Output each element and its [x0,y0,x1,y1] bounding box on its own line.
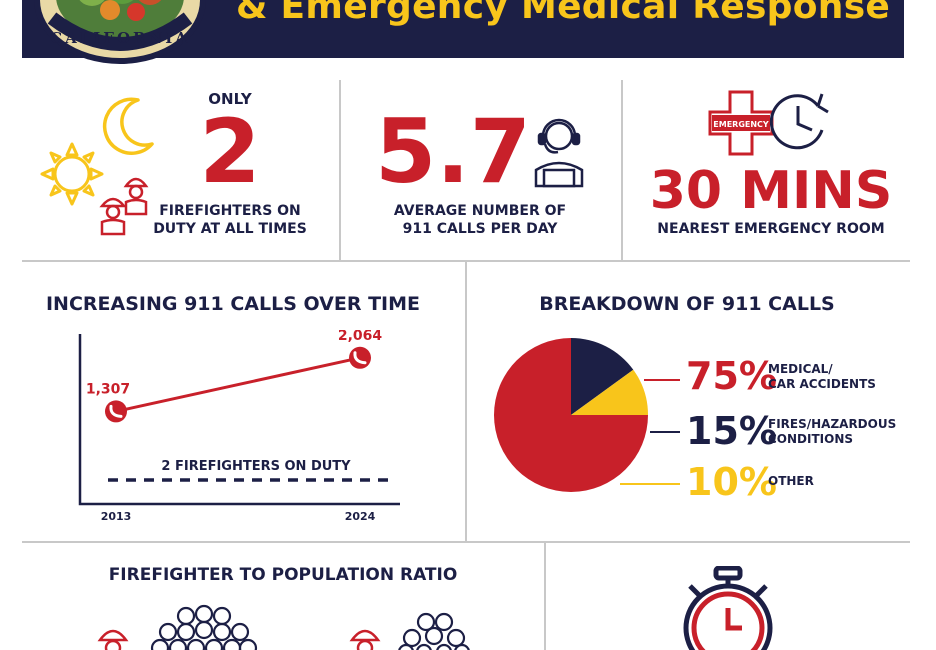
stat-er-value: 30 MINS [649,161,893,221]
pie-slice [571,369,648,415]
stat-calls-caption-2: 911 CALLS PER DAY [402,221,558,237]
divider [22,260,910,262]
divider [621,80,623,260]
data-point [105,400,127,423]
pie-category-label: MEDICAL/ [768,362,833,376]
stat-only-label: ONLY [208,90,252,108]
stat-firefighters-caption-2: DUTY AT ALL TIMES [153,221,307,237]
clock-icon [770,93,829,150]
emergency-cross-icon: EMERGENCY [708,90,774,156]
stat-calls-caption-1: AVERAGE NUMBER OF [393,203,567,219]
stat-er-caption: NEAREST EMERGENCY ROOM [657,221,885,237]
moon-icon [102,97,154,155]
data-point [349,346,371,369]
ratio-section-title: FIREFIGHTER TO POPULATION RATIO [108,565,458,585]
pie-category-label: OTHER [768,474,814,488]
page-title: & Emergency Medical Response [236,0,891,27]
line-chart-title: INCREASING 911 CALLS OVER TIME [45,293,421,315]
pie-chart [494,338,648,492]
stat-firefighters-caption-1: FIREFIGHTERS ON [159,203,301,219]
pie-percent-label: 75% [686,354,777,398]
california-seal-logo: CALIFORNIA [34,0,206,64]
stat-firefighters-value: 2 [199,100,261,203]
operator-headset-icon [534,118,584,188]
reference-line-label: 2 FIREFIGHTERS ON DUTY [161,459,351,474]
data-label: 1,307 [86,381,130,397]
crowd-icon-large [150,604,258,650]
divider [544,543,546,650]
axis-lines [78,334,400,506]
pie-percent-label: 10% [686,460,777,504]
seal-text: CALIFORNIA [50,29,190,47]
firefighters-icon [99,177,149,236]
pie-slice [571,338,634,415]
firefighter-icon [97,629,129,650]
data-label: 2,064 [338,330,383,344]
divider [339,80,341,260]
crowd-icon-small [398,612,470,650]
emergency-badge: EMERGENCY [713,120,769,129]
pie-leader-line [650,431,680,433]
firefighter-icon [349,629,381,650]
pie-chart-title: BREAKDOWN OF 911 CALLS [539,293,835,315]
pie-percent-label: 15% [686,409,777,453]
x-tick-label: 2013 [101,510,132,523]
pie-category-label: FIRES/HAZARDOUS [768,417,897,431]
pie-category-label: CAR ACCIDENTS [768,377,876,391]
sun-icon [40,142,104,206]
x-tick-label: 2024 [345,510,376,523]
divider [465,262,467,542]
stat-calls-value: 5.7 [375,100,531,203]
pie-category-label: CONDITIONS [768,432,854,446]
pie-leader-line [620,483,680,485]
series-line [115,356,361,413]
line-chart: 2 FIREFIGHTERS ON DUTY 1,307 2,064 2013 2024 [78,330,400,523]
stopwatch-icon [683,566,773,650]
pie-leader-line [644,379,680,381]
divider [22,541,910,543]
